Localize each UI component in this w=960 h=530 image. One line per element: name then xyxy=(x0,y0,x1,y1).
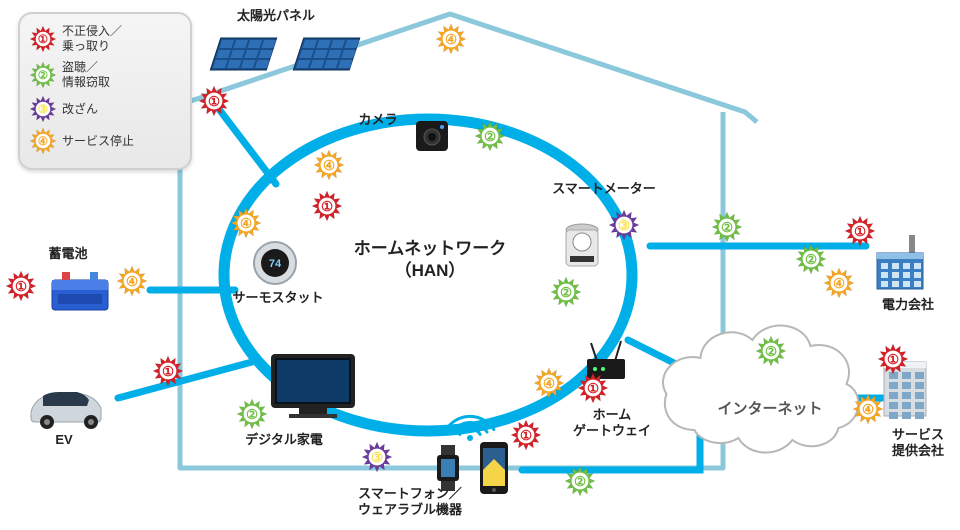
svg-text:①: ① xyxy=(587,381,599,396)
threat-badge-2-icon: ② xyxy=(712,212,740,240)
svg-text:②: ② xyxy=(805,252,817,267)
device-label: 電力会社 xyxy=(882,297,934,313)
center-title-line2: （HAN） xyxy=(395,261,466,280)
svg-text:④: ④ xyxy=(445,32,457,47)
svg-text:②: ② xyxy=(574,474,586,489)
threat-badge-1-icon: ① xyxy=(578,373,606,401)
svg-text:①: ① xyxy=(208,94,220,109)
svg-text:②: ② xyxy=(38,69,49,82)
device-label: EV xyxy=(55,432,72,448)
internet-label: インターネット xyxy=(717,398,822,419)
svg-text:①: ① xyxy=(520,428,532,443)
svg-text:④: ④ xyxy=(543,376,555,391)
battery-icon xyxy=(48,270,112,314)
svg-text:①: ① xyxy=(15,279,27,294)
threat-badge-1-icon: ① xyxy=(312,191,340,219)
svg-text:④: ④ xyxy=(862,402,874,417)
device-label: カメラ xyxy=(358,112,397,128)
svg-text:④: ④ xyxy=(38,135,49,148)
threat-badge-2-icon: ② xyxy=(565,466,593,494)
svg-text:①: ① xyxy=(162,364,174,379)
car-icon xyxy=(21,382,111,430)
threat-badge-3-icon: ③ xyxy=(609,210,637,238)
threat-badge-4-icon: ④ xyxy=(231,208,259,236)
device-label: サーモスタット xyxy=(232,290,323,306)
svg-text:①: ① xyxy=(321,199,333,214)
svg-text:②: ② xyxy=(560,285,572,300)
legend-item-1: ① 不正侵入／乗っ取り xyxy=(30,24,180,54)
solar-icon xyxy=(208,34,278,76)
svg-text:④: ④ xyxy=(833,276,845,291)
diagram-stage: { "colors": { "badge1_fill": "#d62027", … xyxy=(0,0,960,530)
thermostat-icon: 74 xyxy=(252,240,298,286)
svg-text:②: ② xyxy=(765,344,777,359)
camera-icon xyxy=(412,115,452,155)
meter-icon xyxy=(560,222,604,274)
legend-badge-3-icon: ③ xyxy=(30,96,56,122)
threat-badge-4-icon: ④ xyxy=(436,24,464,52)
threat-badge-1-icon: ① xyxy=(153,356,181,384)
svg-text:③: ③ xyxy=(618,218,630,233)
device-label: 蓄電池 xyxy=(48,246,87,262)
legend-item-2: ② 盗聴／情報窃取 xyxy=(30,60,180,90)
threat-badge-1-icon: ① xyxy=(199,86,227,114)
phone-icon xyxy=(478,440,510,496)
svg-text:③: ③ xyxy=(371,450,383,465)
svg-text:①: ① xyxy=(854,224,866,239)
threat-badge-2-icon: ② xyxy=(475,121,503,149)
legend-item-3: ③ 改ざん xyxy=(30,96,180,122)
svg-text:③: ③ xyxy=(38,103,49,116)
threat-badge-4-icon: ④ xyxy=(534,368,562,396)
threat-badge-2-icon: ② xyxy=(756,336,784,364)
threat-badge-1-icon: ① xyxy=(878,344,906,372)
svg-text:①: ① xyxy=(38,33,49,46)
center-title-line1: ホームネットワーク xyxy=(354,239,507,258)
device-label: 太陽光パネル xyxy=(237,8,315,24)
threat-badge-1-icon: ① xyxy=(511,420,539,448)
legend-label: サービス停止 xyxy=(62,134,134,149)
threat-badge-4-icon: ④ xyxy=(824,268,852,296)
solar-icon xyxy=(291,34,361,76)
legend-item-4: ④ サービス停止 xyxy=(30,128,180,154)
threat-badge-3-icon: ③ xyxy=(362,442,390,470)
center-title: ホームネットワーク （HAN） xyxy=(320,238,540,282)
svg-text:④: ④ xyxy=(240,216,252,231)
threat-badge-4-icon: ④ xyxy=(117,266,145,294)
device-label: デジタル家電 xyxy=(245,432,323,448)
svg-text:①: ① xyxy=(887,352,899,367)
legend-badge-4-icon: ④ xyxy=(30,128,56,154)
device-label: スマートメーター xyxy=(552,181,656,197)
legend-box: ① 不正侵入／乗っ取り ② 盗聴／情報窃取 ③ 改ざん ④ サービス停止 xyxy=(18,12,192,170)
svg-text:④: ④ xyxy=(126,274,138,289)
threat-badge-2-icon: ② xyxy=(237,399,265,427)
legend-badge-2-icon: ② xyxy=(30,62,56,88)
svg-text:④: ④ xyxy=(323,158,335,173)
svg-text:74: 74 xyxy=(269,258,282,270)
threat-badge-4-icon: ④ xyxy=(314,150,342,178)
threat-badge-1-icon: ① xyxy=(6,271,34,299)
svg-text:②: ② xyxy=(246,407,258,422)
device-label: サービス提供会社 xyxy=(892,427,944,460)
legend-badge-1-icon: ① xyxy=(30,26,56,52)
device-label: スマートフォン／ウェアラブル機器 xyxy=(358,486,462,519)
threat-badge-2-icon: ② xyxy=(551,277,579,305)
legend-label: 盗聴／情報窃取 xyxy=(62,60,110,90)
building-power-icon xyxy=(871,233,929,293)
device-label: ホームゲートウェイ xyxy=(573,407,651,440)
threat-badge-2-icon: ② xyxy=(796,244,824,272)
legend-label: 不正侵入／乗っ取り xyxy=(62,24,122,54)
svg-text:②: ② xyxy=(484,129,496,144)
legend-label: 改ざん xyxy=(62,102,98,117)
threat-badge-4-icon: ④ xyxy=(853,394,881,422)
threat-badge-1-icon: ① xyxy=(845,216,873,244)
svg-text:②: ② xyxy=(721,220,733,235)
tv-icon xyxy=(269,352,357,420)
